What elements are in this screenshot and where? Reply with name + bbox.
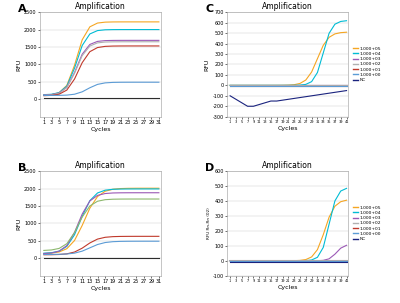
Title: Amplification: Amplification — [262, 2, 313, 11]
Title: Amplification: Amplification — [75, 2, 126, 11]
Text: B: B — [18, 163, 27, 173]
Title: Amplification: Amplification — [262, 161, 313, 170]
Y-axis label: RFU: RFU — [16, 217, 21, 230]
Y-axis label: RFU Rn-Rn (02): RFU Rn-Rn (02) — [207, 208, 211, 239]
X-axis label: Cycles: Cycles — [277, 125, 298, 131]
X-axis label: Cycles: Cycles — [277, 285, 298, 290]
Text: C: C — [206, 4, 214, 14]
Text: A: A — [18, 4, 27, 14]
Legend: 1.000+05, 1.000+04, 1.000+03, 1.000+02, 1.000+01, 1.000+00, NC: 1.000+05, 1.000+04, 1.000+03, 1.000+02, … — [353, 206, 381, 241]
Y-axis label: RFU: RFU — [205, 58, 210, 71]
Y-axis label: RFU: RFU — [16, 58, 21, 71]
Legend: 1.000+05, 1.000+04, 1.000+03, 1.000+02, 1.000+01, 1.000+00, NC: 1.000+05, 1.000+04, 1.000+03, 1.000+02, … — [353, 47, 381, 82]
X-axis label: Cycles: Cycles — [90, 127, 111, 132]
Title: Amplification: Amplification — [75, 161, 126, 170]
X-axis label: Cycles: Cycles — [90, 286, 111, 291]
Text: D: D — [206, 163, 215, 173]
